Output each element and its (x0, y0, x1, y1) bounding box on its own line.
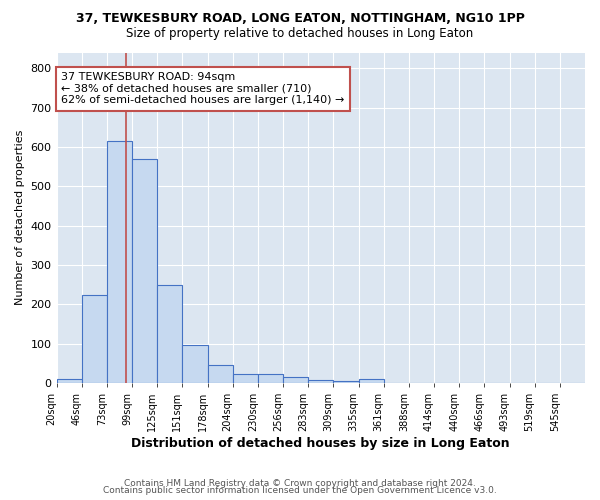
Bar (132, 158, 157, 383)
Bar (56, 379, 82, 383)
Bar (107, 141, 132, 383)
Bar (208, 365, 233, 383)
Bar (82, 294, 107, 383)
Bar (233, 374, 258, 383)
Bar (258, 374, 283, 383)
Bar (283, 377, 308, 383)
Text: Contains HM Land Registry data © Crown copyright and database right 2024.: Contains HM Land Registry data © Crown c… (124, 478, 476, 488)
Bar (334, 381, 359, 383)
Bar (182, 346, 208, 383)
Bar (308, 380, 334, 383)
Y-axis label: Number of detached properties: Number of detached properties (15, 130, 25, 306)
Text: Contains public sector information licensed under the Open Government Licence v3: Contains public sector information licen… (103, 486, 497, 495)
Bar (359, 379, 383, 383)
Bar (157, 284, 182, 383)
Text: 37, TEWKESBURY ROAD, LONG EATON, NOTTINGHAM, NG10 1PP: 37, TEWKESBURY ROAD, LONG EATON, NOTTING… (76, 12, 524, 26)
Text: 37 TEWKESBURY ROAD: 94sqm
← 38% of detached houses are smaller (710)
62% of semi: 37 TEWKESBURY ROAD: 94sqm ← 38% of detac… (61, 72, 344, 106)
Text: Size of property relative to detached houses in Long Eaton: Size of property relative to detached ho… (127, 28, 473, 40)
X-axis label: Distribution of detached houses by size in Long Eaton: Distribution of detached houses by size … (131, 437, 510, 450)
